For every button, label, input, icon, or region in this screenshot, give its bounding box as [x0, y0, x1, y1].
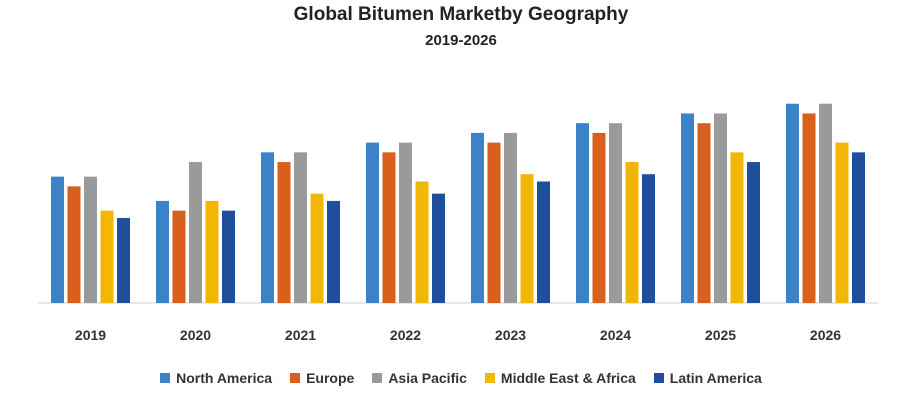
bar-europe-2026 — [802, 113, 816, 304]
bar-asia-pacific-2022 — [399, 142, 412, 303]
bar-latin-america-2025 — [747, 162, 760, 303]
bar-middle-east-africa-2022 — [415, 181, 429, 303]
bar-latin-america-2019 — [117, 217, 130, 303]
legend-swatch — [290, 373, 301, 383]
bar-asia-pacific-2020 — [189, 162, 202, 303]
bar-latin-america-2022 — [432, 193, 445, 303]
legend-item-north-america: North America — [160, 370, 272, 386]
bar-north-america-2023 — [471, 132, 484, 303]
bar-asia-pacific-2025 — [714, 113, 727, 304]
x-tick-label: 2025 — [705, 327, 736, 343]
bar-latin-america-2021 — [327, 200, 340, 303]
bar-asia-pacific-2024 — [609, 123, 622, 304]
x-tick-label: 2024 — [600, 327, 631, 343]
bar-north-america-2024 — [576, 123, 589, 304]
bar-middle-east-africa-2023 — [520, 174, 534, 303]
bar-europe-2024 — [592, 132, 606, 303]
bar-north-america-2021 — [261, 152, 274, 303]
bar-middle-east-africa-2020 — [205, 200, 219, 303]
bar-asia-pacific-2026 — [819, 103, 832, 304]
bar-chart: 2019 2020 2021 2022 2023 2024 2025 2026 — [38, 103, 878, 343]
chart-subtitle: 2019-2026 — [425, 32, 497, 49]
legend-item-latin-america: Latin America — [653, 370, 762, 386]
bar-middle-east-africa-2019 — [100, 210, 114, 303]
bar-asia-pacific-2021 — [294, 152, 307, 303]
legend-swatch — [484, 373, 495, 383]
bar-europe-2023 — [487, 142, 501, 303]
legend-swatch — [372, 373, 383, 383]
legend-label: Latin America — [669, 370, 762, 386]
bar-middle-east-africa-2024 — [625, 162, 639, 303]
legend-swatch — [653, 373, 664, 383]
bar-north-america-2022 — [366, 142, 379, 303]
legend-label: Asia Pacific — [388, 370, 467, 386]
legend-label: North America — [176, 370, 273, 386]
x-tick-label: 2022 — [390, 327, 421, 343]
bar-europe-2025 — [697, 123, 711, 304]
bar-latin-america-2026 — [852, 152, 865, 303]
x-tick-label: 2019 — [75, 327, 106, 343]
bar-latin-america-2020 — [222, 210, 235, 303]
bar-europe-2020 — [172, 210, 186, 303]
x-tick-label: 2020 — [180, 327, 211, 343]
bar-north-america-2020 — [156, 200, 169, 303]
legend-swatch — [160, 373, 171, 383]
bar-latin-america-2024 — [642, 174, 655, 303]
legend-item-europe: Europe — [290, 370, 354, 386]
bar-latin-america-2023 — [537, 181, 550, 303]
x-tick-label: 2021 — [285, 327, 316, 343]
x-tick-label: 2023 — [495, 327, 526, 343]
bar-middle-east-africa-2026 — [835, 142, 849, 303]
bar-middle-east-africa-2025 — [730, 152, 744, 303]
bar-asia-pacific-2019 — [84, 176, 97, 303]
bar-middle-east-africa-2021 — [310, 193, 324, 303]
bar-asia-pacific-2023 — [504, 132, 517, 303]
bar-north-america-2025 — [681, 113, 694, 304]
bar-north-america-2026 — [786, 103, 799, 304]
legend-item-middle-east-africa: Middle East & Africa — [484, 370, 636, 386]
x-tick-label: 2026 — [810, 327, 841, 343]
bar-europe-2019 — [67, 186, 81, 303]
bar-europe-2021 — [277, 162, 291, 303]
bar-north-america-2019 — [51, 176, 64, 303]
bar-europe-2022 — [382, 152, 396, 303]
chart-title: Global Bitumen Marketby Geography — [293, 4, 629, 25]
legend-item-asia-pacific: Asia Pacific — [372, 370, 467, 386]
legend-label: Middle East & Africa — [500, 370, 636, 386]
legend-label: Europe — [306, 370, 355, 386]
chart-legend: North America Europe Asia Pacific Middle… — [0, 370, 922, 386]
